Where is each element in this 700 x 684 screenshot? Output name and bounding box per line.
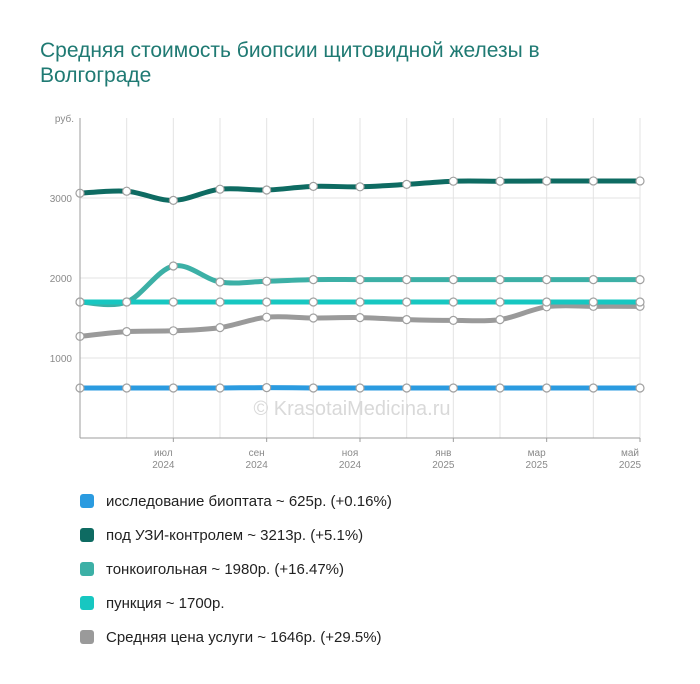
data-point	[122, 383, 132, 393]
legend-label: под УЗИ-контролем ~ 3213р. (+5.1%)	[106, 526, 364, 544]
axes: руб.100020003000июл2024сен2024ноя2024янв…	[50, 113, 642, 470]
x-tick-label-year: 2025	[619, 460, 642, 470]
data-point	[542, 383, 552, 393]
legend-item-ultrasound[interactable]: под УЗИ-контролем ~ 3213р. (+5.1%)	[80, 518, 392, 552]
x-tick-label-month: июл	[154, 448, 173, 459]
legend-label: тонкоигольная ~ 1980р. (+16.47%)	[106, 560, 345, 578]
legend-swatch	[80, 596, 94, 610]
data-point	[588, 176, 598, 186]
data-point	[402, 297, 412, 307]
x-tick-label-month: ноя	[342, 448, 359, 459]
legend-item-average-price[interactable]: Средняя цена услуги ~ 1646р. (+29.5%)	[80, 620, 392, 654]
line-chart: © KrasotaiMedicina.ru руб. 1000 2000 3000 ию…	[50, 113, 645, 470]
data-point	[635, 297, 645, 307]
legend-label: исследование биоптата ~ 625р. (+0.16%)	[106, 492, 392, 510]
y-tick-label: 2000	[50, 274, 73, 285]
legend-item-fine-needle[interactable]: тонкоигольная ~ 1980р. (+16.47%)	[80, 552, 392, 586]
data-point	[402, 275, 412, 285]
watermark: © KrasotaiMedicina.ru	[253, 398, 450, 420]
data-point	[308, 275, 318, 285]
data-point	[262, 297, 272, 307]
data-point	[542, 176, 552, 186]
series-4	[75, 301, 645, 341]
legend-swatch	[80, 528, 94, 542]
data-point	[262, 312, 272, 322]
data-point	[308, 181, 318, 191]
data-point	[355, 182, 365, 192]
data-point	[495, 383, 505, 393]
data-point	[542, 275, 552, 285]
series-1	[75, 176, 645, 205]
series-0	[75, 383, 645, 393]
data-point	[122, 186, 132, 196]
data-point	[168, 383, 178, 393]
data-point	[308, 297, 318, 307]
data-point	[215, 277, 225, 287]
legend-label: Средняя цена услуги ~ 1646р. (+29.5%)	[106, 628, 382, 646]
data-point	[402, 315, 412, 325]
data-point	[448, 315, 458, 325]
data-point	[588, 275, 598, 285]
data-point	[168, 261, 178, 271]
data-point	[308, 383, 318, 393]
data-point	[122, 297, 132, 307]
data-point	[588, 383, 598, 393]
data-point	[308, 313, 318, 323]
series-3	[75, 297, 645, 307]
y-tick-label: 3000	[50, 194, 73, 205]
data-point	[448, 275, 458, 285]
series-layer	[75, 176, 645, 393]
data-point	[215, 323, 225, 333]
y-unit-label: руб.	[55, 113, 74, 125]
data-point	[495, 315, 505, 325]
legend-swatch	[80, 630, 94, 644]
x-tick-label-year: 2025	[432, 460, 455, 470]
x-tick-label-year: 2024	[339, 460, 362, 470]
data-point	[448, 176, 458, 186]
x-tick-label-month: май	[621, 448, 639, 459]
data-point	[262, 185, 272, 195]
data-point	[355, 275, 365, 285]
data-point	[448, 297, 458, 307]
data-point	[355, 313, 365, 323]
x-tick-label-month: янв	[435, 448, 451, 459]
data-point	[588, 297, 598, 307]
legend-swatch	[80, 494, 94, 508]
data-point	[215, 184, 225, 194]
legend-item-biopsy-study[interactable]: исследование биоптата ~ 625р. (+0.16%)	[80, 484, 392, 518]
y-tick-label: 1000	[50, 354, 73, 365]
data-point	[495, 297, 505, 307]
data-point	[215, 383, 225, 393]
legend-item-puncture[interactable]: пункция ~ 1700р.	[80, 586, 392, 620]
x-tick-label-year: 2024	[246, 460, 269, 470]
data-point	[635, 275, 645, 285]
data-point	[262, 383, 272, 393]
x-tick-label-month: сен	[249, 448, 265, 459]
data-point	[402, 383, 412, 393]
legend-label: пункция ~ 1700р.	[106, 594, 225, 612]
x-tick-label-month: мар	[528, 448, 546, 459]
x-tick-label-year: 2025	[526, 460, 549, 470]
data-point	[448, 383, 458, 393]
data-point	[355, 383, 365, 393]
data-point	[262, 276, 272, 286]
data-point	[635, 383, 645, 393]
data-point	[542, 297, 552, 307]
x-tick-label-year: 2024	[152, 460, 175, 470]
data-point	[168, 297, 178, 307]
data-point	[168, 326, 178, 336]
data-point	[355, 297, 365, 307]
legend-swatch	[80, 562, 94, 576]
data-point	[215, 297, 225, 307]
chart-title: Средняя стоимость биопсии щитовидной жел…	[40, 39, 540, 87]
legend: исследование биоптата ~ 625р. (+0.16%) п…	[80, 484, 392, 654]
data-point	[495, 176, 505, 186]
data-point	[495, 275, 505, 285]
data-point	[635, 176, 645, 186]
data-point	[402, 179, 412, 189]
data-point	[168, 195, 178, 205]
data-point	[122, 327, 132, 337]
